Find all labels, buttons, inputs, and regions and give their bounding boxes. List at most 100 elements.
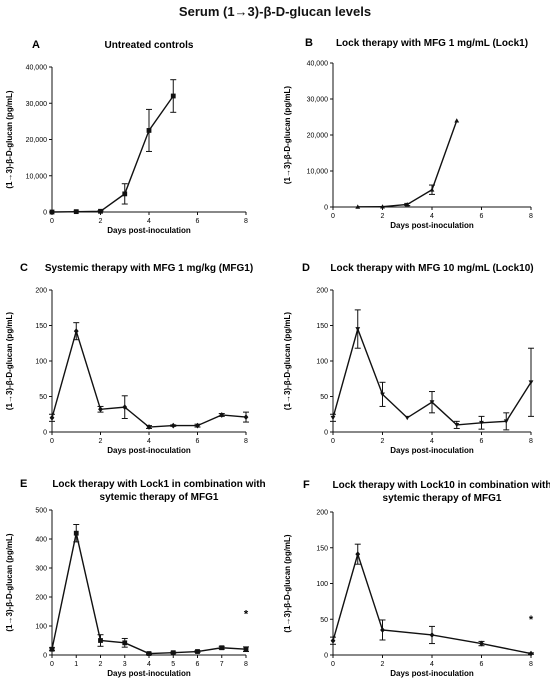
- y-tick-label: 100: [35, 624, 47, 631]
- y-tick-label: 20,000: [307, 133, 329, 140]
- y-tick-label: 200: [35, 288, 47, 295]
- y-axis-label: (1→3)-β-D-glucan (pg/mL): [283, 86, 292, 185]
- data-point: [73, 209, 79, 215]
- y-tick-label: 20,000: [26, 137, 48, 144]
- y-tick-label: 500: [35, 508, 47, 515]
- y-axis-label: (1→3)-β-D-glucan (pg/mL): [5, 90, 14, 189]
- x-tick-label: 6: [196, 661, 200, 668]
- x-tick-label: 0: [331, 213, 335, 220]
- panel-title: Lock therapy with Lock10 in combination …: [333, 480, 550, 491]
- data-point: [73, 328, 79, 335]
- x-tick-label: 6: [480, 213, 484, 220]
- data-point: [503, 419, 509, 424]
- x-tick-label: 8: [244, 438, 248, 445]
- panel-letter: B: [305, 37, 313, 49]
- data-point: [429, 187, 435, 192]
- x-tick-label: 1: [74, 661, 78, 668]
- data-point: [170, 422, 176, 429]
- y-tick-label: 0: [43, 430, 47, 437]
- y-tick-label: 200: [316, 510, 328, 517]
- x-tick-label: 6: [196, 218, 200, 225]
- y-tick-label: 100: [316, 359, 328, 366]
- y-tick-label: 300: [35, 566, 47, 573]
- series-line: [51, 533, 247, 655]
- data-point: [404, 415, 410, 421]
- data-point: [454, 118, 460, 123]
- x-tick-label: 0: [331, 438, 335, 445]
- data-point: [146, 128, 152, 133]
- data-point: [355, 204, 361, 209]
- panel-letter: A: [32, 39, 40, 51]
- y-tick-label: 100: [316, 581, 328, 588]
- y-tick-label: 100: [35, 359, 47, 366]
- x-axis-label: Days post-inoculation: [390, 446, 474, 455]
- data-point: [355, 551, 361, 558]
- y-tick-label: 50: [320, 617, 328, 624]
- y-tick-label: 10,000: [26, 173, 48, 180]
- x-tick-label: 2: [99, 218, 103, 225]
- data-point: [380, 392, 385, 397]
- y-tick-label: 10,000: [307, 169, 329, 176]
- x-tick-label: 2: [381, 213, 385, 220]
- chart-panel-f: F Lock therapy with Lock10 in combination…: [283, 479, 550, 678]
- x-tick-label: 2: [381, 661, 385, 668]
- data-point: [98, 208, 103, 214]
- panel-title: Lock therapy with Lock1 in combination w…: [52, 479, 265, 490]
- data-point: [170, 650, 176, 656]
- y-tick-label: 50: [39, 394, 47, 401]
- data-point: [330, 637, 336, 644]
- x-tick-label: 6: [196, 438, 200, 445]
- x-tick-label: 4: [147, 438, 151, 445]
- data-point: [146, 424, 152, 430]
- y-tick-label: 40,000: [307, 61, 329, 68]
- figure-title: Serum (1→3)-β-D-glucan levels: [178, 4, 372, 19]
- y-tick-label: 50: [320, 394, 328, 401]
- panel-title: Systemic therapy with MFG 1 mg/kg (MFG1): [45, 263, 253, 274]
- data-point: [98, 406, 103, 413]
- data-point: [330, 415, 336, 421]
- chart-panel-c: C Systemic therapy with MFG 1 mg/kg (MFG1…: [5, 262, 253, 455]
- data-point: [122, 640, 128, 646]
- y-tick-label: 30,000: [26, 101, 48, 108]
- panel-letter: F: [303, 479, 310, 491]
- x-tick-label: 0: [50, 218, 54, 225]
- y-axis-label: (1→3)-β-D-glucan (pg/mL): [283, 312, 292, 411]
- panel-letter: C: [20, 262, 28, 274]
- y-tick-label: 150: [316, 323, 328, 330]
- y-tick-label: 200: [316, 288, 328, 295]
- series-line: [51, 95, 174, 213]
- panel-letter: E: [20, 478, 27, 490]
- x-tick-label: 2: [99, 438, 103, 445]
- data-point: [49, 646, 55, 652]
- series-line: [357, 120, 458, 208]
- x-tick-label: 7: [220, 661, 224, 668]
- x-axis-label: Days post-inoculation: [107, 446, 191, 455]
- y-tick-label: 40,000: [26, 65, 48, 72]
- x-tick-label: 0: [50, 661, 54, 668]
- x-tick-label: 8: [529, 661, 533, 668]
- panel-title: Lock therapy with MFG 1 mg/mL (Lock1): [336, 38, 528, 49]
- x-axis-label: Days post-inoculation: [107, 226, 191, 235]
- data-point: [98, 638, 103, 643]
- series-line: [332, 551, 532, 655]
- data-point: [429, 400, 435, 405]
- data-point: [380, 627, 385, 633]
- data-point: [479, 420, 484, 426]
- data-point: [146, 651, 152, 656]
- panel-title: Untreated controls: [105, 40, 194, 51]
- y-tick-label: 0: [324, 205, 328, 212]
- chart-panel-a: A Untreated controls 0 10,000 20,000 30,000 40…: [5, 39, 248, 235]
- data-point: [219, 412, 225, 418]
- x-tick-label: 0: [50, 438, 54, 445]
- x-tick-label: 4: [147, 218, 151, 225]
- data-point: [73, 530, 79, 536]
- data-point: [479, 640, 484, 647]
- data-point: [355, 327, 361, 332]
- y-axis-label: (1→3)-β-D-glucan (pg/mL): [5, 312, 14, 411]
- y-tick-label: 150: [316, 545, 328, 552]
- x-tick-label: 8: [244, 218, 248, 225]
- x-tick-label: 8: [529, 438, 533, 445]
- x-tick-label: 2: [99, 661, 103, 668]
- data-point: [429, 632, 435, 638]
- data-point: [170, 93, 176, 99]
